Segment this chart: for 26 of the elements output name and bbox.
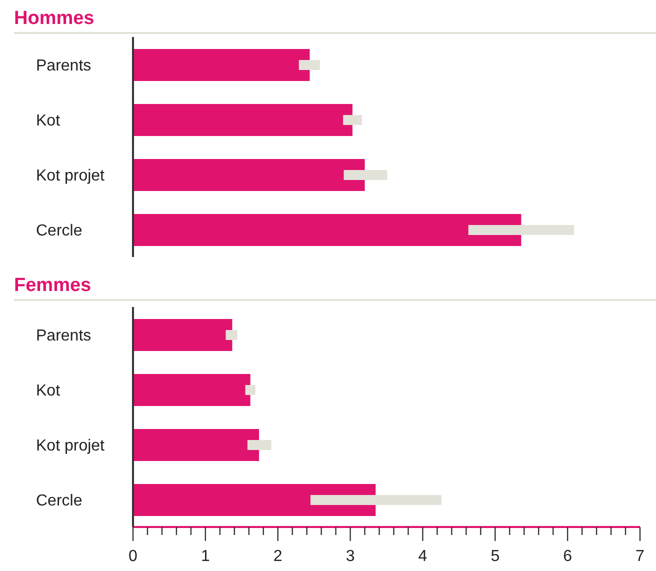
x-tick-label: 6 (563, 548, 572, 565)
y-tick-label: Kot projet (36, 438, 106, 454)
bar (133, 104, 352, 136)
x-tick-label: 1 (200, 548, 210, 565)
x-tick-label: 7 (636, 548, 645, 565)
y-tick-label: Kot (36, 382, 61, 400)
bar (133, 214, 522, 246)
bar (133, 429, 260, 461)
y-tick-label: Parents (36, 58, 92, 74)
bar (133, 49, 310, 81)
x-tick-label: 4 (418, 548, 428, 565)
y-tick-label: Kot (36, 112, 61, 130)
x-tick-label: 0 (128, 548, 138, 565)
y-tick-label: Cercle (36, 492, 82, 510)
y-tick-label: Kot projet (36, 168, 106, 184)
x-tick-label: 5 (490, 548, 500, 565)
bar (133, 484, 376, 516)
y-tick-label: Parents (36, 328, 92, 344)
bar (133, 374, 250, 406)
bar (133, 319, 232, 351)
x-tick-label: 2 (273, 548, 282, 565)
chart-title: Hommes (14, 8, 94, 30)
chart-title: Femmes (14, 275, 92, 297)
bar (133, 159, 365, 191)
y-tick-label: Cercle (36, 222, 82, 240)
x-tick-label: 3 (346, 548, 355, 565)
